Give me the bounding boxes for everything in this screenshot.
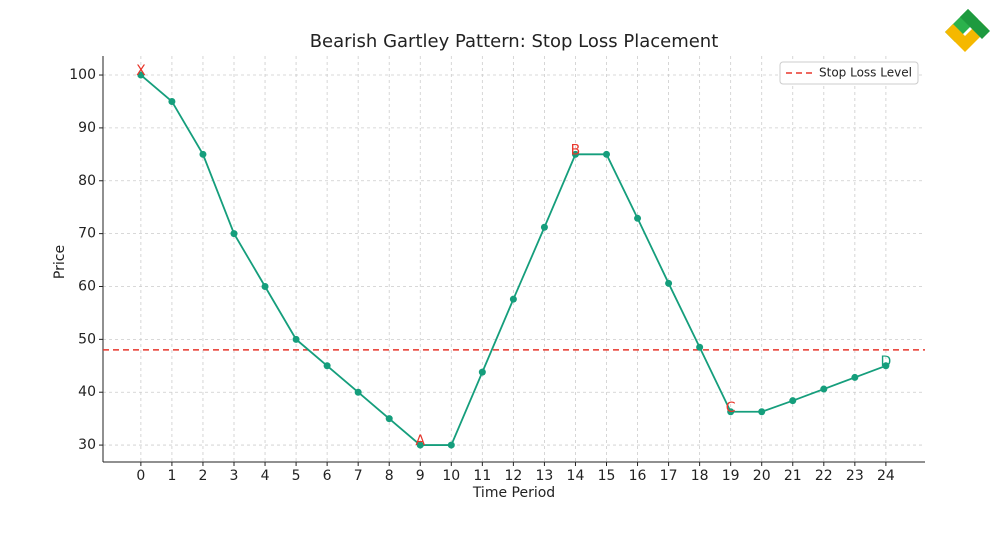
- x-tick-label: 23: [846, 468, 864, 484]
- y-tick-label: 70: [78, 226, 96, 242]
- y-tick-label: 60: [78, 278, 96, 294]
- data-point: [261, 282, 269, 290]
- legend-label: Stop Loss Level: [819, 66, 912, 80]
- x-tick-label: 6: [323, 468, 332, 484]
- data-point: [789, 397, 797, 405]
- data-point: [571, 150, 579, 158]
- data-point: [820, 385, 828, 393]
- data-point: [851, 373, 859, 381]
- data-point: [758, 408, 766, 416]
- legend: Stop Loss Level: [779, 61, 919, 85]
- x-tick-label: 13: [536, 468, 554, 484]
- x-tick-label: 20: [753, 468, 771, 484]
- y-tick-label: 100: [69, 67, 96, 83]
- data-point: [447, 441, 455, 449]
- data-point: [230, 230, 238, 238]
- data-point: [603, 150, 611, 158]
- data-point: [137, 71, 145, 79]
- y-tick-label: 80: [78, 173, 96, 189]
- x-tick-label: 12: [504, 468, 522, 484]
- data-point: [323, 362, 331, 370]
- point-label: B: [571, 142, 581, 158]
- data-point: [665, 279, 673, 287]
- point-label: C: [726, 400, 736, 416]
- y-tick-label: 40: [78, 384, 96, 400]
- x-tick-label: 1: [167, 468, 176, 484]
- x-tick-label: 8: [385, 468, 394, 484]
- x-tick-label: 19: [722, 468, 740, 484]
- x-tick-label: 3: [230, 468, 239, 484]
- data-point: [385, 415, 393, 423]
- x-tick-label: 10: [442, 468, 460, 484]
- data-point: [416, 441, 424, 449]
- point-label: A: [415, 433, 425, 449]
- point-label: X: [136, 63, 146, 79]
- data-point: [509, 295, 517, 303]
- y-axis-label: Price: [52, 245, 68, 279]
- data-point: [292, 335, 300, 343]
- legend-box: [779, 61, 919, 85]
- data-point: [882, 362, 890, 370]
- data-point: [540, 223, 548, 231]
- x-tick-label: 4: [261, 468, 270, 484]
- x-tick-label: 24: [877, 468, 895, 484]
- x-tick-label: 0: [136, 468, 145, 484]
- x-tick-label: 11: [473, 468, 491, 484]
- data-point: [727, 408, 735, 416]
- point-label: D: [880, 354, 891, 370]
- data-point: [199, 150, 207, 158]
- x-tick-label: 9: [416, 468, 425, 484]
- x-tick-label: 5: [292, 468, 301, 484]
- x-tick-label: 22: [815, 468, 833, 484]
- x-tick-label: 17: [660, 468, 678, 484]
- y-tick-label: 90: [78, 120, 96, 136]
- data-point: [478, 368, 486, 376]
- x-tick-label: 16: [629, 468, 647, 484]
- data-point: [634, 214, 642, 222]
- y-tick-label: 50: [78, 331, 96, 347]
- x-tick-label: 14: [567, 468, 585, 484]
- x-axis-label: Time Period: [472, 485, 555, 501]
- data-point: [696, 343, 704, 351]
- data-point: [354, 388, 362, 396]
- x-tick-label: 21: [784, 468, 802, 484]
- x-tick-label: 7: [354, 468, 363, 484]
- y-tick-label: 30: [78, 437, 96, 453]
- x-tick-label: 15: [598, 468, 616, 484]
- logo: [945, 9, 990, 52]
- x-tick-label: 18: [691, 468, 709, 484]
- data-point: [168, 97, 176, 105]
- x-tick-label: 2: [198, 468, 207, 484]
- chart-title: Bearish Gartley Pattern: Stop Loss Place…: [310, 31, 719, 52]
